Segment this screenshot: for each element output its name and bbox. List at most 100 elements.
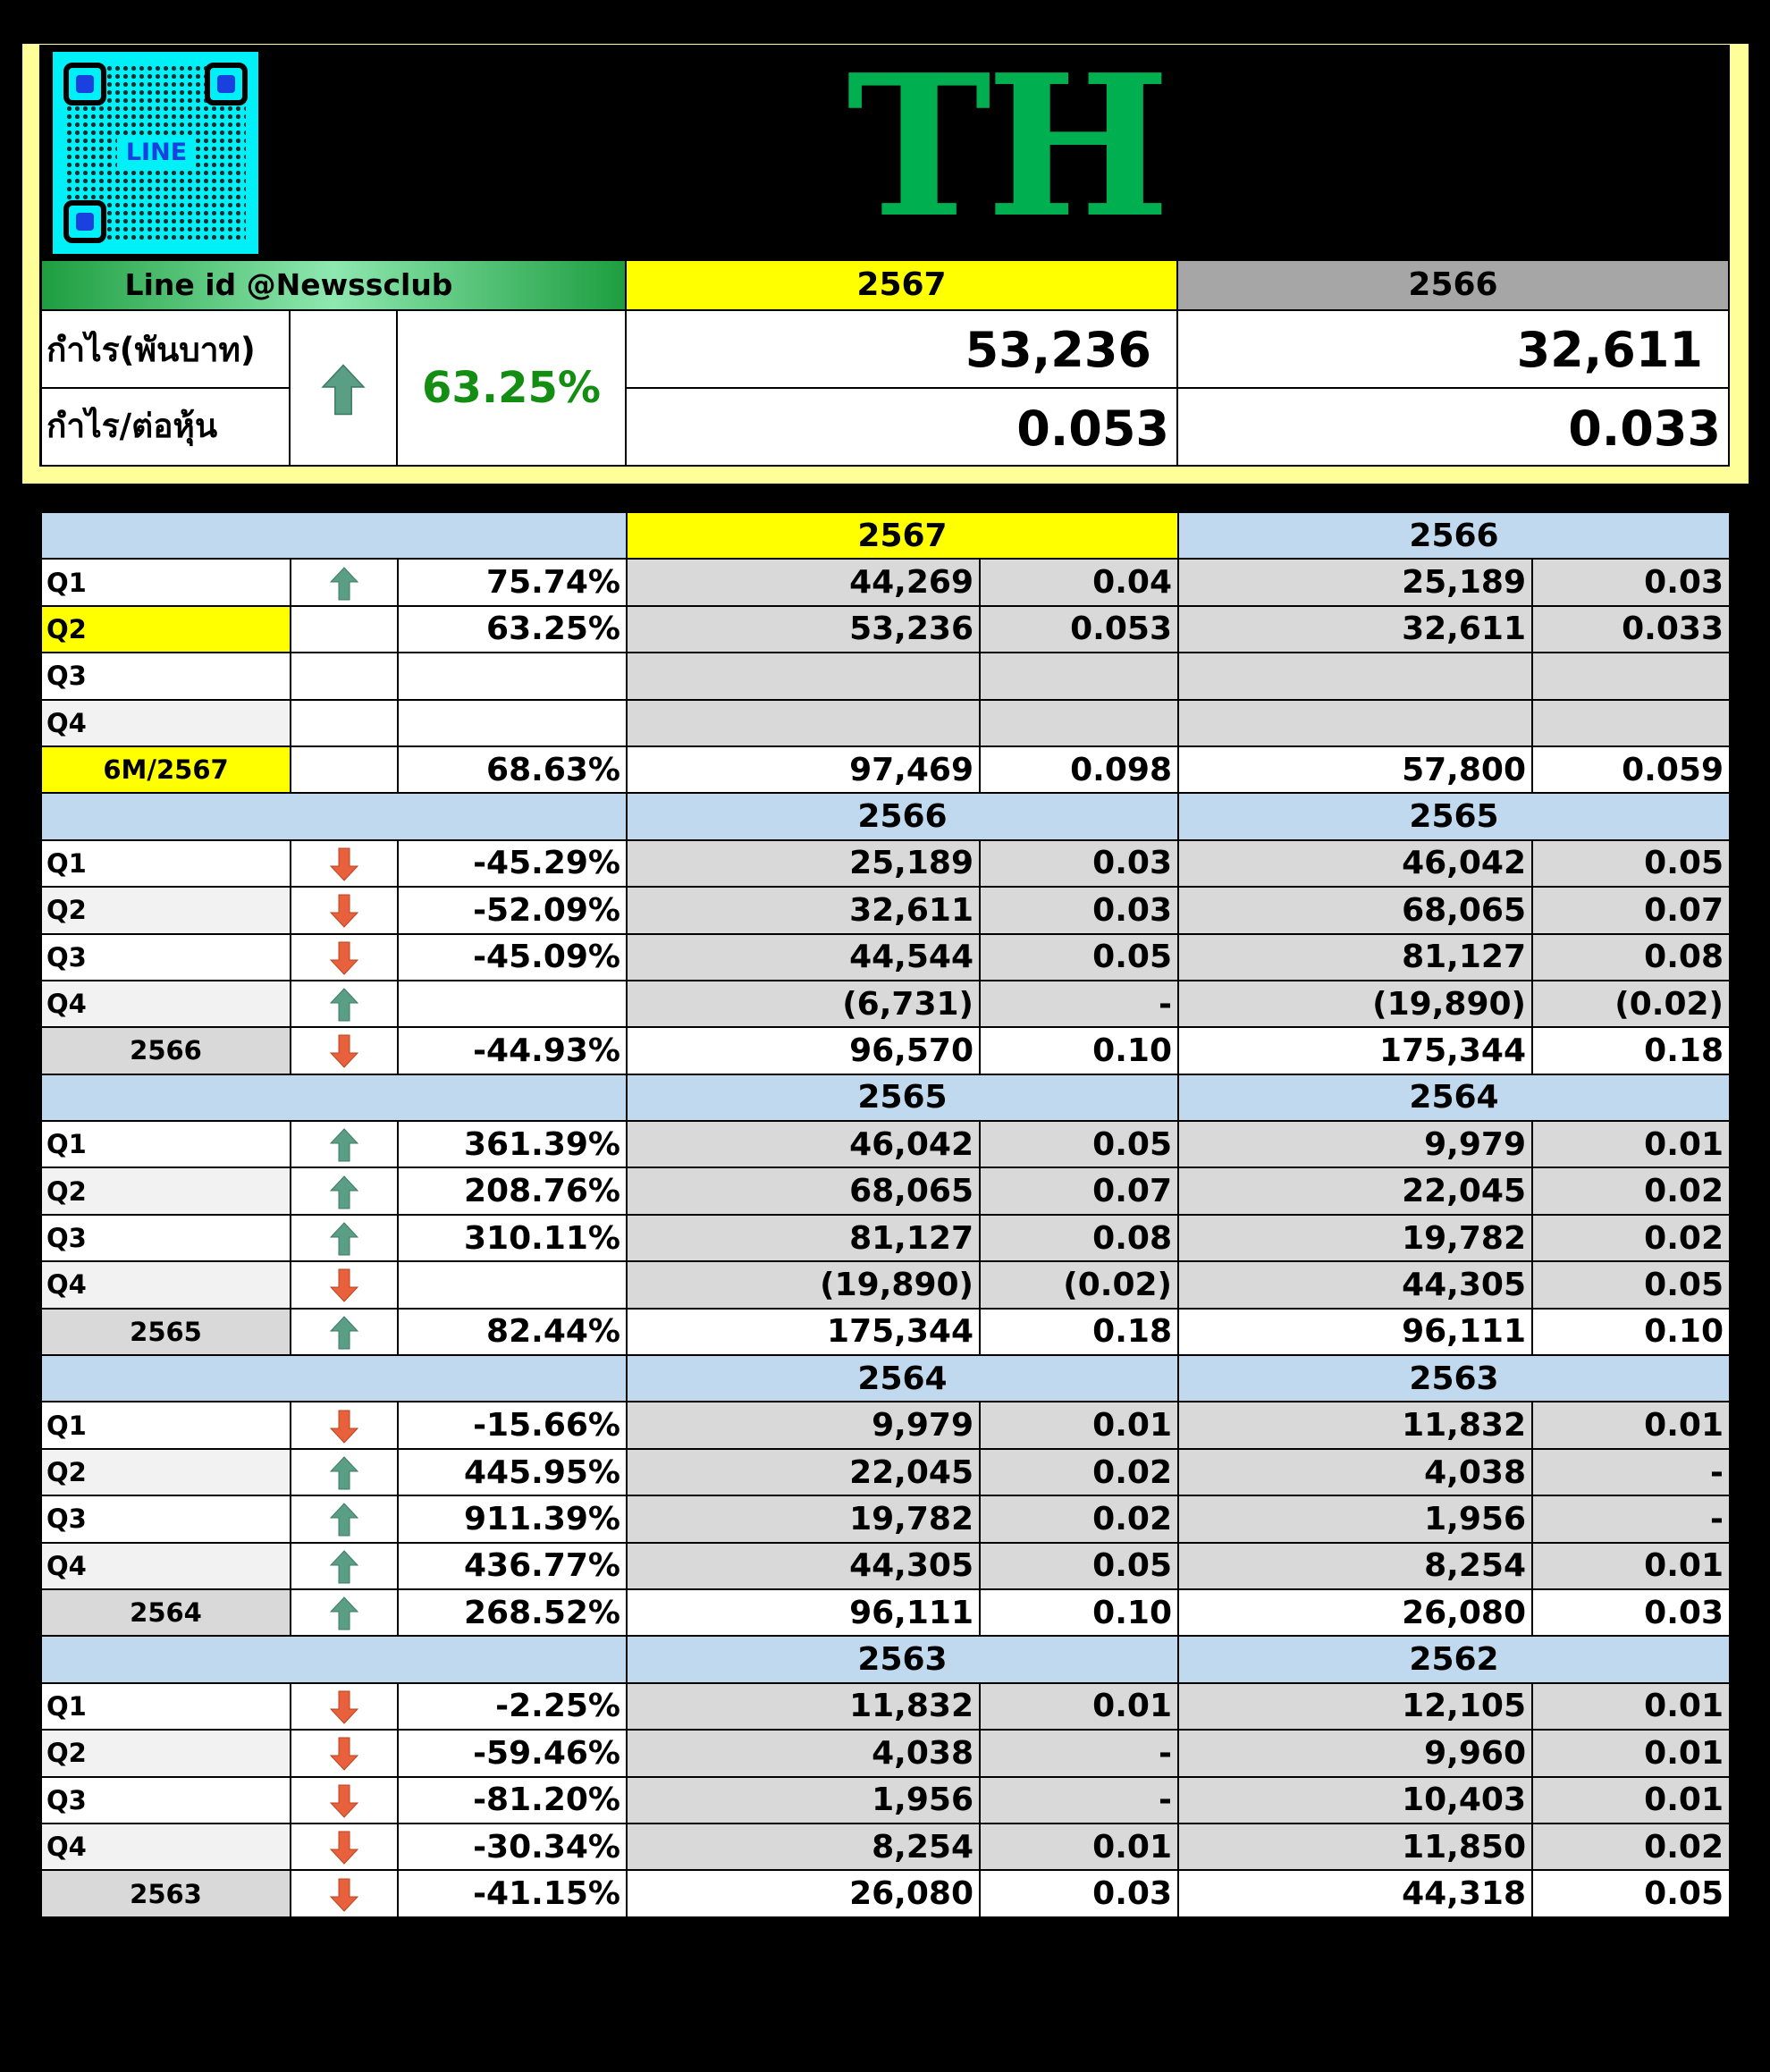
eps-b: 0.07: [1531, 886, 1731, 935]
line-id-text: Line id @Newssclub: [124, 267, 453, 302]
eps-a: 0.04: [979, 558, 1179, 607]
profit-b: 1,956: [1177, 1495, 1533, 1544]
profit-a: [626, 652, 981, 701]
company-logo: TH: [847, 55, 1170, 234]
eps-b: [1531, 698, 1731, 747]
section-header-row: 2566 2565: [40, 792, 1731, 841]
row-label: Q1: [40, 838, 291, 889]
profit-a: [626, 698, 981, 747]
arrow-down-icon: [290, 1729, 399, 1778]
arrow-down-icon: [290, 1026, 399, 1075]
eps-b: 0.18: [1531, 1026, 1731, 1075]
line-qr-code[interactable]: LINE: [53, 52, 258, 254]
change-pct: -30.34%: [397, 1822, 628, 1872]
change-pct: 268.52%: [397, 1588, 628, 1638]
eps-b: 0.033: [1531, 604, 1731, 654]
arrow-empty: [290, 604, 399, 654]
arrow-down-icon: [290, 1775, 399, 1824]
profit-a: (19,890): [626, 1260, 981, 1310]
eps-a: 0.053: [979, 604, 1179, 654]
row-label: Q3: [40, 932, 291, 981]
change-pct: -59.46%: [397, 1729, 628, 1778]
qr-finder-icon: [205, 63, 248, 105]
row-label: 2564: [40, 1588, 291, 1638]
row-label: Q1: [40, 1120, 291, 1169]
section-header-blank: [40, 1073, 628, 1123]
profit-b: 32,611: [1177, 604, 1533, 654]
eps-b: [1531, 652, 1731, 701]
profit-b: (19,890): [1177, 979, 1533, 1029]
arrow-down-icon: [290, 838, 399, 889]
change-pct: 75.74%: [397, 558, 628, 607]
eps-b: 0.01: [1531, 1775, 1731, 1824]
change-pct: -45.09%: [397, 932, 628, 981]
arrow-up-icon: [290, 1447, 399, 1497]
change-pct: -15.66%: [397, 1401, 628, 1450]
eps-b: 0.02: [1531, 1822, 1731, 1872]
arrow-down-icon: [290, 1260, 399, 1310]
quarter-row: Q2 -59.46% 4,038-9,960 0.01: [40, 1729, 1731, 1778]
arrow-up-icon: [290, 1541, 399, 1590]
quarter-row: Q4 (6,731) - (19,890) (0.02): [40, 979, 1731, 1029]
profit-a: 22,045: [626, 1447, 981, 1497]
qr-finder-icon: [63, 200, 106, 243]
arrow-up-icon: [290, 979, 399, 1029]
quarter-row: Q2 -52.09% 32,611 0.03 68,065 0.07: [40, 886, 1731, 935]
total-row: 6M/2567 68.63% 97,469 0.098 57,800 0.059: [40, 745, 1731, 795]
arrow-up-icon: [321, 364, 366, 416]
section-year-a: 2565: [626, 1073, 1179, 1123]
eps-a: -: [979, 1729, 1179, 1778]
arrow-down-icon: [290, 932, 399, 981]
change-pct: [397, 698, 628, 747]
profit-a: 175,344: [626, 1307, 981, 1357]
eps-a: (0.02): [979, 1260, 1179, 1310]
eps-b: 0.059: [1531, 745, 1731, 795]
arrow-empty: [290, 652, 399, 701]
row-label: Q2: [40, 1167, 291, 1216]
change-pct: -45.29%: [397, 838, 628, 889]
quarter-row: Q3 -45.09% 44,544 0.05 81,127 0.08: [40, 932, 1731, 981]
row-label: Q4: [40, 979, 291, 1029]
eps-b: 0.05: [1531, 838, 1731, 889]
section-header-row: 2567 2566: [40, 510, 1731, 560]
eps-a: [979, 652, 1179, 701]
quarter-row: Q4 (19,890) (0.02) 44,305 0.05: [40, 1260, 1731, 1310]
eps-a: 0.10: [979, 1588, 1179, 1638]
arrow-down-icon: [290, 1401, 399, 1450]
row-label: Q3: [40, 1495, 291, 1544]
profit-b: 12,105: [1177, 1681, 1533, 1731]
arrow-up-icon: [290, 1167, 399, 1216]
change-pct: 361.39%: [397, 1120, 628, 1169]
profit-b: 44,318: [1177, 1869, 1533, 1918]
profit-b: 25,189: [1177, 558, 1533, 607]
row-label: Q4: [40, 1822, 291, 1872]
profit-b: [1177, 652, 1533, 701]
profit-a: 9,979: [626, 1401, 981, 1450]
eps-b: 0.05: [1531, 1869, 1731, 1918]
quarter-row: Q1 361.39% 46,042 0.05 9,979 0.01: [40, 1120, 1731, 1169]
row-label: Q1: [40, 558, 291, 607]
quarter-row: Q1 -45.29% 25,189 0.03 46,042 0.05: [40, 838, 1731, 889]
eps-a: 0.02: [979, 1495, 1179, 1544]
profit-a: 81,127: [626, 1213, 981, 1263]
profit-b: 81,127: [1177, 932, 1533, 981]
eps-a: 0.05: [979, 932, 1179, 981]
eps-label: กำไร/ต่อหุ้น: [46, 407, 218, 445]
quarter-row: Q3 -81.20% 1,956-10,403 0.01: [40, 1775, 1731, 1824]
quarter-row: Q4 436.77% 44,305 0.05 8,254 0.01: [40, 1541, 1731, 1590]
summary-profit-current: 53,236: [965, 322, 1151, 378]
section-year-b: 2563: [1177, 1354, 1731, 1403]
eps-b: 0.03: [1531, 558, 1731, 607]
change-pct: 436.77%: [397, 1541, 628, 1590]
profit-b: 22,045: [1177, 1167, 1533, 1216]
eps-a: 0.03: [979, 838, 1179, 889]
row-label: Q4: [40, 1541, 291, 1590]
section-header-row: 2564 2563: [40, 1354, 1731, 1403]
quarter-row: Q3: [40, 652, 1731, 701]
quarter-row: Q1 -2.25% 11,832 0.01 12,105 0.01: [40, 1681, 1731, 1731]
eps-a: 0.05: [979, 1120, 1179, 1169]
profit-a: 44,269: [626, 558, 981, 607]
profit-a: 96,570: [626, 1026, 981, 1075]
eps-a: 0.01: [979, 1822, 1179, 1872]
profit-b: 57,800: [1177, 745, 1533, 795]
